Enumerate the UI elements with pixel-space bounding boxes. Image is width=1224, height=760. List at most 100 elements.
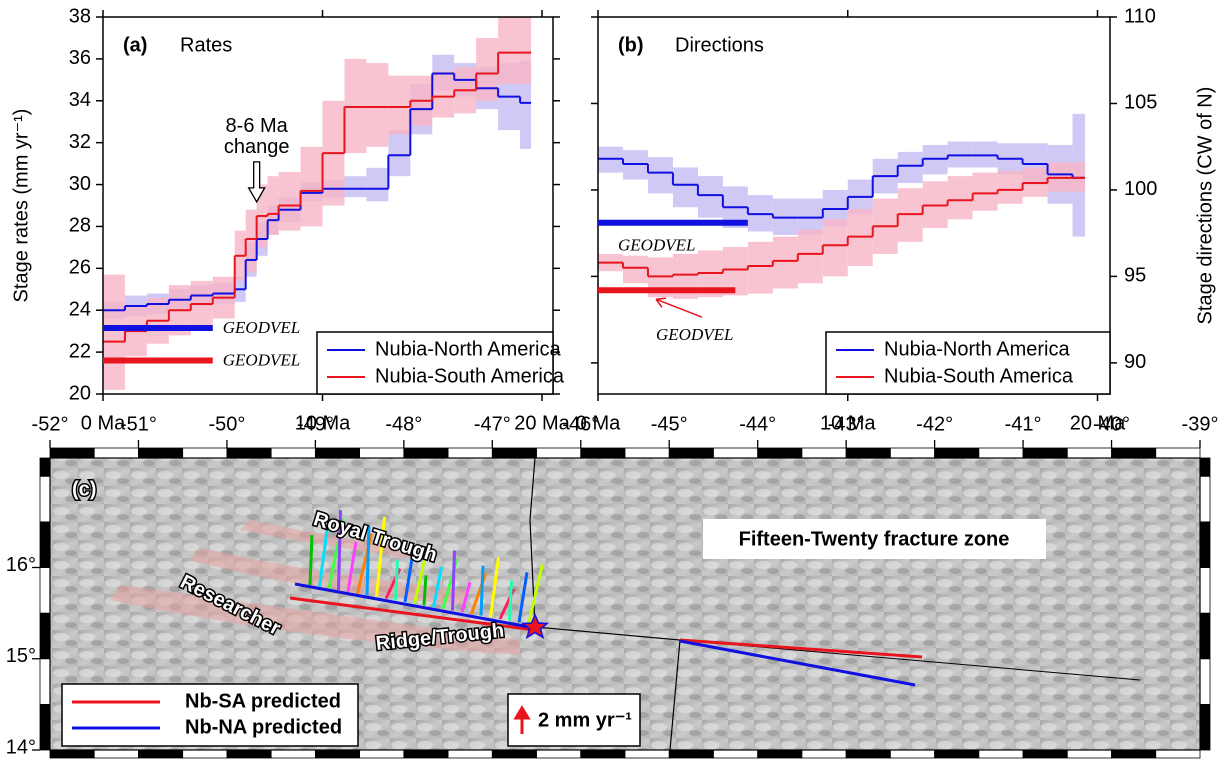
lat-tick-label: 14° — [6, 736, 36, 758]
border-check — [1200, 458, 1210, 476]
velocity-vector — [481, 566, 483, 616]
lon-tick-label: -47° — [474, 413, 511, 435]
figure: 202224262830323436380 Ma10 Ma20 MaGEODVE… — [0, 0, 1224, 760]
reference-arrow — [656, 298, 702, 317]
legend-label: Nb-SA predicted — [185, 690, 341, 712]
uncertainty-band — [748, 242, 773, 294]
velocity-vector — [510, 581, 512, 621]
y-tick-label: 30 — [69, 173, 91, 195]
border-check — [404, 750, 448, 758]
border-check — [1200, 568, 1210, 614]
border-check — [537, 750, 581, 758]
uncertainty-band — [279, 172, 301, 231]
lon-tick-label: -41° — [1005, 413, 1042, 435]
uncertainty-band — [388, 76, 410, 135]
reference-label: GEODVEL — [618, 236, 695, 255]
border-check — [227, 750, 271, 758]
border-check — [802, 448, 846, 458]
uncertainty-band — [773, 237, 798, 289]
border-check — [890, 448, 934, 458]
border-check — [1023, 448, 1067, 458]
lon-tick-label: -50° — [208, 413, 245, 435]
border-check — [979, 448, 1023, 458]
map-title: Fifteen-Twenty fracture zone — [739, 528, 1010, 550]
border-check — [890, 750, 934, 758]
border-check — [315, 448, 359, 458]
y-tick-label: 36 — [69, 47, 91, 69]
border-check — [40, 458, 50, 476]
uncertainty-band — [948, 176, 973, 219]
border-check — [1200, 476, 1210, 522]
lon-tick-label: -42° — [916, 413, 953, 435]
y-tick-label: 34 — [69, 89, 91, 111]
border-check — [1112, 448, 1156, 458]
border-check — [1200, 522, 1210, 568]
velocity-vector — [310, 535, 312, 585]
border-check — [227, 448, 271, 458]
uncertainty-band — [344, 176, 366, 197]
legend-label: Nubia-North America — [884, 338, 1071, 360]
border-check — [94, 750, 138, 758]
uncertainty-band — [366, 168, 388, 202]
border-check — [581, 448, 625, 458]
panel-title: Directions — [675, 34, 764, 56]
border-check — [1156, 448, 1200, 458]
uncertainty-band — [498, 17, 520, 84]
uncertainty-band — [103, 275, 125, 390]
y-tick-label: 38 — [69, 5, 91, 27]
border-check — [94, 448, 138, 458]
lat-tick-label: 15° — [6, 645, 36, 667]
uncertainty-band — [823, 219, 848, 276]
velocity-vector — [424, 575, 426, 605]
border-check — [404, 448, 448, 458]
border-check — [1200, 613, 1210, 659]
panel-label: (a) — [123, 34, 147, 56]
uncertainty-band — [268, 176, 279, 235]
uncertainty-band — [344, 59, 366, 153]
border-check — [1067, 750, 1111, 758]
legend-label: Nubia-South America — [375, 365, 565, 387]
border-check — [183, 448, 227, 458]
y-tick-label: 105 — [1124, 92, 1157, 114]
uncertainty-band — [366, 63, 388, 147]
border-check — [713, 750, 757, 758]
annotation: 8-6 Ma — [226, 115, 289, 137]
lat-tick-label: 16° — [6, 554, 36, 576]
border-check — [713, 448, 757, 458]
border-check — [1156, 750, 1200, 758]
border-check — [40, 568, 50, 614]
uncertainty-band — [476, 38, 498, 101]
border-check — [360, 750, 404, 758]
border-check — [1200, 704, 1210, 750]
border-check — [1023, 750, 1067, 758]
border-check — [846, 448, 890, 458]
border-check — [935, 750, 979, 758]
border-check — [448, 448, 492, 458]
uncertainty-band — [520, 17, 531, 84]
border-check — [1112, 750, 1156, 758]
y-tick-label: 32 — [69, 131, 91, 153]
border-check — [537, 448, 581, 458]
lon-tick-label: -44° — [739, 413, 776, 435]
lon-tick-label: -52° — [32, 413, 69, 435]
reference-label: GEODVEL — [223, 318, 300, 337]
border-check — [802, 750, 846, 758]
y-tick-label: 100 — [1124, 178, 1157, 200]
uncertainty-band — [898, 152, 923, 183]
border-check — [758, 750, 802, 758]
lon-tick-label: -46° — [562, 413, 599, 435]
uncertainty-band — [973, 173, 998, 211]
border-check — [625, 448, 669, 458]
border-check — [846, 750, 890, 758]
uncertainty-band — [246, 210, 257, 273]
legend-label: Nb-NA predicted — [185, 716, 342, 738]
panel-title: Rates — [180, 34, 232, 56]
border-check — [315, 750, 359, 758]
lon-tick-label: -51° — [120, 413, 157, 435]
y-tick-label: 20 — [69, 382, 91, 404]
legend-label: Nubia-North America — [375, 338, 562, 360]
y-axis-label: Stage rates (mm yr⁻¹) — [10, 109, 32, 303]
lon-tick-label: -40° — [1093, 413, 1130, 435]
legend-label: Nubia-South America — [884, 365, 1074, 387]
lon-tick-label: -49° — [297, 413, 334, 435]
